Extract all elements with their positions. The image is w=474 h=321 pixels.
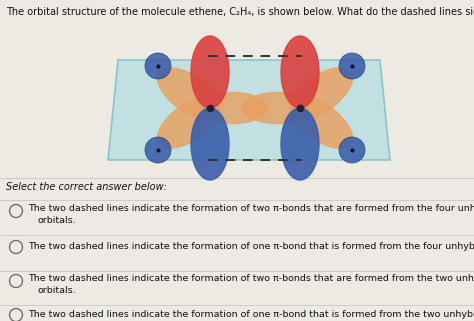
Text: orbitals.: orbitals. — [38, 216, 77, 225]
Polygon shape — [157, 68, 221, 120]
Circle shape — [145, 53, 171, 79]
Polygon shape — [191, 36, 229, 108]
Polygon shape — [108, 60, 390, 160]
Polygon shape — [281, 36, 319, 108]
Text: The two dashed lines indicate the formation of two π-bonds that are formed from : The two dashed lines indicate the format… — [28, 204, 474, 213]
Polygon shape — [191, 108, 229, 180]
Text: orbitals.: orbitals. — [38, 286, 77, 295]
Text: The two dashed lines indicate the formation of one π-bond that is formed from th: The two dashed lines indicate the format… — [28, 242, 474, 251]
Text: The orbital structure of the molecule ethene, C₂H₄, is shown below. What do the : The orbital structure of the molecule et… — [6, 7, 474, 17]
Polygon shape — [157, 96, 221, 148]
Polygon shape — [289, 68, 353, 120]
Text: Select the correct answer below:: Select the correct answer below: — [6, 182, 167, 192]
Text: The two dashed lines indicate the formation of two π-bonds that are formed from : The two dashed lines indicate the format… — [28, 274, 474, 283]
Polygon shape — [281, 108, 319, 180]
Circle shape — [145, 137, 171, 163]
Text: The two dashed lines indicate the formation of one π-bond that is formed from th: The two dashed lines indicate the format… — [28, 310, 474, 319]
Polygon shape — [203, 92, 268, 124]
Polygon shape — [289, 96, 353, 148]
Circle shape — [339, 137, 365, 163]
Polygon shape — [242, 92, 307, 124]
Circle shape — [339, 53, 365, 79]
